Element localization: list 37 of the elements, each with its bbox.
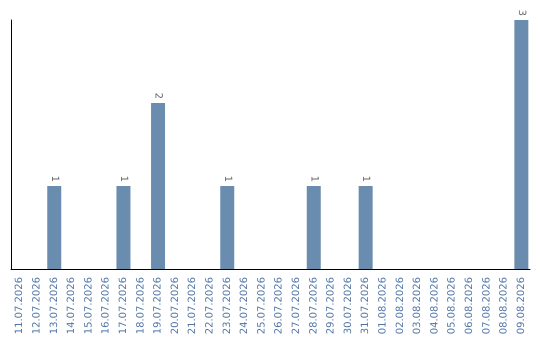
data-label: 1 [118,176,129,182]
data-label: 1 [308,176,320,182]
x-tick-label: 23.07.2026 [222,277,233,334]
x-tick-label: 01.08.2026 [377,277,388,334]
x-tick-label: 03.08.2026 [412,277,424,334]
x-tick-label: 21.07.2026 [187,277,198,334]
x-tick-label: 11.07.2026 [14,277,26,334]
x-tick-label: 14.07.2026 [66,277,78,334]
x-tick-label: 24.07.2026 [239,277,250,334]
x-tick-label: 19.07.2026 [152,277,164,334]
x-tick-label: 17.07.2026 [118,277,129,334]
x-tick-label: 29.07.2026 [326,277,337,334]
x-tick-label: 18.07.2026 [135,277,146,334]
x-tick-label: 02.08.2026 [394,277,406,334]
x-tick-label: 28.07.2026 [308,277,320,334]
data-label: 3 [516,10,527,16]
x-tick-label: 13.07.2026 [48,277,60,334]
x-tick-label: 12.07.2026 [31,277,42,334]
data-label: 1 [360,176,372,182]
x-tick-label: 31.07.2026 [360,277,372,334]
x-tick-label: 09.08.2026 [516,277,527,334]
x-tick-label: 05.08.2026 [446,277,458,334]
x-tick-label: 04.08.2026 [429,277,440,334]
data-label: 1 [222,176,233,182]
x-tick-label: 20.07.2026 [170,277,181,334]
x-tick-label: 27.07.2026 [290,277,302,334]
x-tick-label: 22.07.2026 [204,277,216,334]
data-label: 1 [48,176,60,182]
x-tick-label: 06.08.2026 [464,277,475,334]
x-tick-label: 30.07.2026 [342,277,354,334]
x-tick-label: 15.07.2026 [83,277,94,334]
x-tick-label: 16.07.2026 [100,277,112,334]
data-label: 2 [152,92,164,99]
x-tick-label: 08.08.2026 [498,277,510,334]
x-tick-label: 26.07.2026 [274,277,285,334]
x-tick-label: 07.08.2026 [481,277,492,334]
x-tick-label: 25.07.2026 [256,277,268,334]
